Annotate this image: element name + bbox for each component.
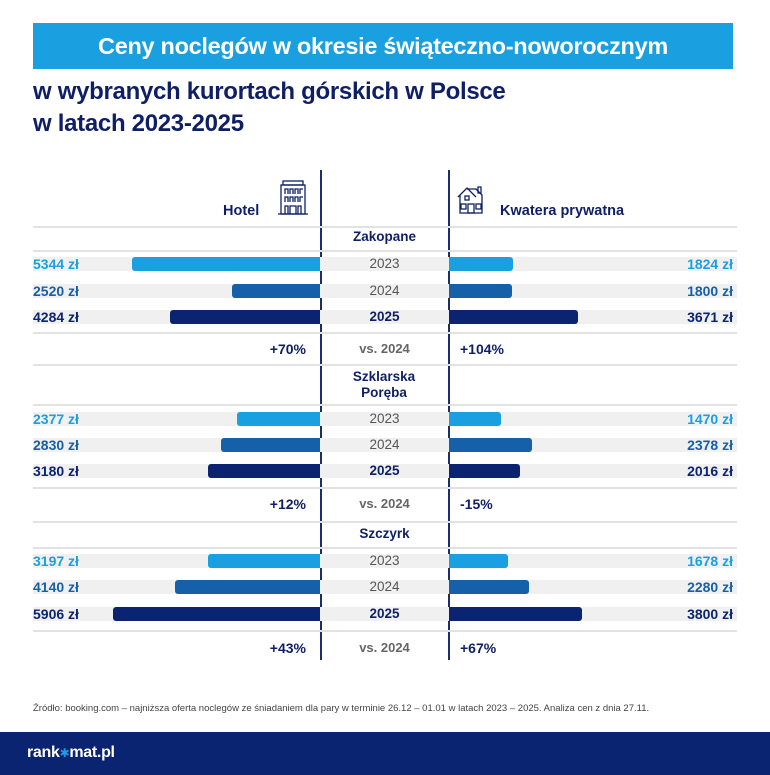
kwatera-value: 1800 zł	[687, 283, 733, 299]
kwatera-value: 3800 zł	[687, 606, 733, 622]
row-divider	[33, 250, 737, 252]
hotel-bar-2023	[236, 412, 320, 426]
footer-bar	[0, 732, 770, 775]
hotel-value: 3180 zł	[33, 463, 79, 479]
hotel-bar-2024	[220, 438, 320, 452]
row-divider	[33, 521, 737, 523]
hotel-bar-2025	[169, 310, 320, 324]
kwatera-value: 2378 zł	[687, 437, 733, 453]
hotel-change: +43%	[269, 640, 306, 656]
kwatera-bar-2024	[449, 284, 513, 298]
kwatera-bar-2023	[449, 412, 501, 426]
hotel-change: +70%	[269, 341, 306, 357]
city-label: Zakopane	[352, 229, 417, 244]
year-label: 2024	[369, 437, 400, 452]
hotel-bar-2023	[207, 554, 320, 568]
year-label: 2025	[369, 463, 400, 478]
kwatera-change: +104%	[460, 341, 504, 357]
row-divider	[33, 404, 737, 406]
row-divider	[33, 226, 737, 228]
column-header-hotel: Hotel	[223, 203, 260, 219]
hotel-value: 5344 zł	[33, 256, 79, 272]
kwatera-value: 2280 zł	[687, 579, 733, 595]
hotel-value: 2830 zł	[33, 437, 79, 453]
hotel-value: 5906 zł	[33, 606, 79, 622]
comparison-label: vs. 2024	[359, 496, 410, 511]
row-divider	[33, 487, 737, 489]
hotel-value: 4140 zł	[33, 579, 79, 595]
kwatera-value: 1824 zł	[687, 256, 733, 272]
kwatera-value: 1678 zł	[687, 553, 733, 569]
kwatera-bar-2023	[449, 257, 514, 271]
hotel-bar-2024	[231, 284, 320, 298]
title-band: Ceny noclegów w okresie świąteczno-nowor…	[33, 23, 733, 69]
comparison-label: vs. 2024	[359, 341, 410, 356]
rankomat-logo: rank✱mat.pl	[27, 744, 115, 761]
row-divider	[33, 547, 737, 549]
year-label: 2023	[369, 553, 400, 568]
hotel-value: 2520 zł	[33, 283, 79, 299]
year-label: 2025	[369, 606, 400, 621]
star-icon: ✱	[59, 746, 70, 760]
column-header-kwatera: Kwatera prywatna	[500, 203, 625, 219]
title: Ceny noclegów w okresie świąteczno-nowor…	[98, 33, 668, 59]
kwatera-bar-2025	[449, 607, 583, 621]
hotel-change: +12%	[269, 496, 306, 512]
kwatera-value: 3671 zł	[687, 309, 733, 325]
house-icon	[457, 186, 483, 214]
hotel-building-icon	[278, 180, 308, 215]
comparison-label: vs. 2024	[359, 640, 410, 655]
kwatera-change: -15%	[460, 496, 493, 512]
kwatera-bar-2024	[449, 580, 530, 594]
hotel-bar-2025	[208, 464, 320, 478]
kwatera-bar-2024	[449, 438, 533, 452]
hotel-bar-2024	[174, 580, 320, 594]
row-band	[33, 284, 737, 298]
kwatera-bar-2025	[449, 464, 520, 478]
hotel-value: 3197 zł	[33, 553, 79, 569]
row-divider	[33, 332, 737, 334]
kwatera-change: +67%	[460, 640, 497, 656]
year-label: 2024	[369, 579, 400, 594]
hotel-bar-2025	[112, 607, 320, 621]
city-label: Szczyrk	[359, 526, 410, 541]
row-band	[33, 412, 737, 426]
source-note: Źródło: booking.com – najniższa oferta n…	[33, 703, 650, 714]
year-label: 2025	[369, 309, 400, 324]
kwatera-value: 2016 zł	[687, 463, 733, 479]
hotel-value: 2377 zł	[33, 411, 79, 427]
hotel-bar-2023	[132, 257, 320, 271]
city-label: Szklarska Poręba	[352, 369, 416, 400]
kwatera-bar-2025	[449, 310, 578, 324]
kwatera-value: 1470 zł	[687, 411, 733, 427]
kwatera-bar-2023	[449, 554, 508, 568]
subtitle-line-2: w latach 2023-2025	[33, 110, 244, 137]
year-label: 2023	[369, 411, 400, 426]
row-divider	[33, 364, 737, 366]
row-band	[33, 438, 737, 452]
year-label: 2024	[369, 283, 400, 298]
year-label: 2023	[369, 256, 400, 271]
row-divider	[33, 630, 737, 632]
subtitle-line-1: w wybranych kurortach górskich w Polsce	[33, 78, 506, 105]
hotel-value: 4284 zł	[33, 309, 79, 325]
